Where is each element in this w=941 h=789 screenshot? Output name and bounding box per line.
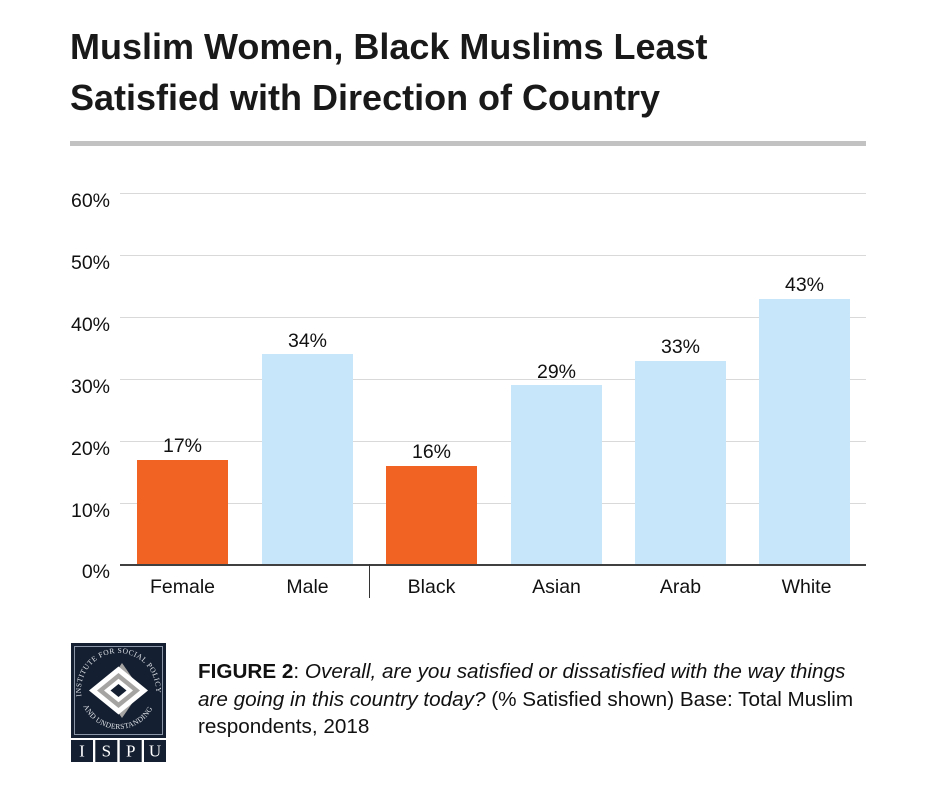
svg-text:I: I bbox=[79, 742, 85, 761]
svg-text:S: S bbox=[102, 742, 111, 761]
svg-text:U: U bbox=[149, 742, 161, 761]
svg-text:P: P bbox=[126, 742, 135, 761]
